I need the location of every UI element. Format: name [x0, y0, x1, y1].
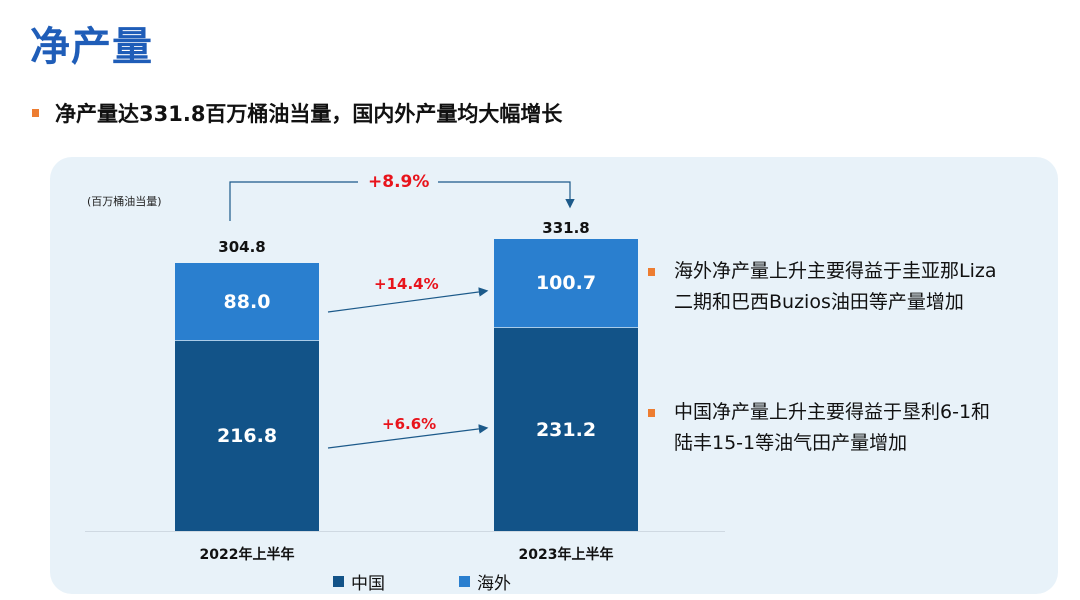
bar-2022-overseas: 88.0 — [175, 263, 319, 341]
page-title: 净产量 — [30, 24, 153, 70]
x-axis-line — [85, 531, 725, 532]
total-growth-label: +8.9% — [368, 172, 430, 192]
total-label-2022: 304.8 — [218, 238, 266, 256]
legend-item-china: 中国 — [333, 569, 385, 594]
bar-2022-china: 216.8 — [175, 341, 319, 531]
note-china: 中国净产量上升主要得益于垦利6-1和 陆丰15-1等油气田产量增加 — [648, 397, 1048, 459]
overseas-growth-label: +14.4% — [374, 275, 439, 293]
subtitle: 净产量达331.8百万桶油当量，国内外产量均大幅增长 — [32, 98, 562, 128]
x-label-2022: 2022年上半年 — [199, 547, 295, 563]
value-label: 216.8 — [216, 425, 278, 447]
note-line: 二期和巴西Buzios油田等产量增加 — [674, 291, 964, 313]
legend-swatch-icon — [333, 576, 344, 587]
note-overseas: 海外净产量上升主要得益于圭亚那Liza 二期和巴西Buzios油田等产量增加 — [648, 256, 1048, 318]
note-line: 海外净产量上升主要得益于圭亚那Liza — [674, 260, 997, 282]
y-axis-unit: (百万桶油当量) — [87, 195, 162, 208]
bullet-icon — [32, 109, 39, 117]
bullet-icon — [648, 409, 655, 417]
bullet-icon — [648, 268, 655, 276]
legend-label: 海外 — [477, 574, 511, 594]
x-label-2023: 2023年上半年 — [518, 547, 614, 563]
value-label: 88.0 — [223, 290, 271, 313]
legend-item-overseas: 海外 — [459, 569, 511, 594]
subtitle-text: 净产量达331.8百万桶油当量，国内外产量均大幅增长 — [55, 102, 563, 126]
total-label-2023: 331.8 — [542, 219, 590, 237]
value-label: 231.2 — [535, 418, 597, 441]
legend-label: 中国 — [351, 574, 385, 594]
note-line: 中国净产量上升主要得益于垦利6-1和 — [674, 401, 991, 423]
note-line: 陆丰15-1等油气田产量增加 — [674, 432, 908, 454]
china-growth-label: +6.6% — [382, 415, 437, 433]
bar-2023-overseas: 100.7 — [494, 239, 638, 328]
bar-2023-china: 231.2 — [494, 328, 638, 531]
value-label: 100.7 — [535, 272, 597, 294]
legend-swatch-icon — [459, 576, 470, 587]
